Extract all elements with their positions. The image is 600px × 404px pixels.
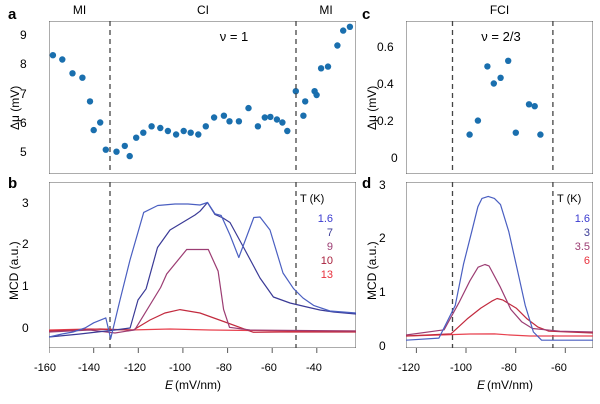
svg-text:ν = 1: ν = 1: [220, 29, 249, 44]
svg-text:ν = 2/3: ν = 2/3: [481, 29, 520, 44]
